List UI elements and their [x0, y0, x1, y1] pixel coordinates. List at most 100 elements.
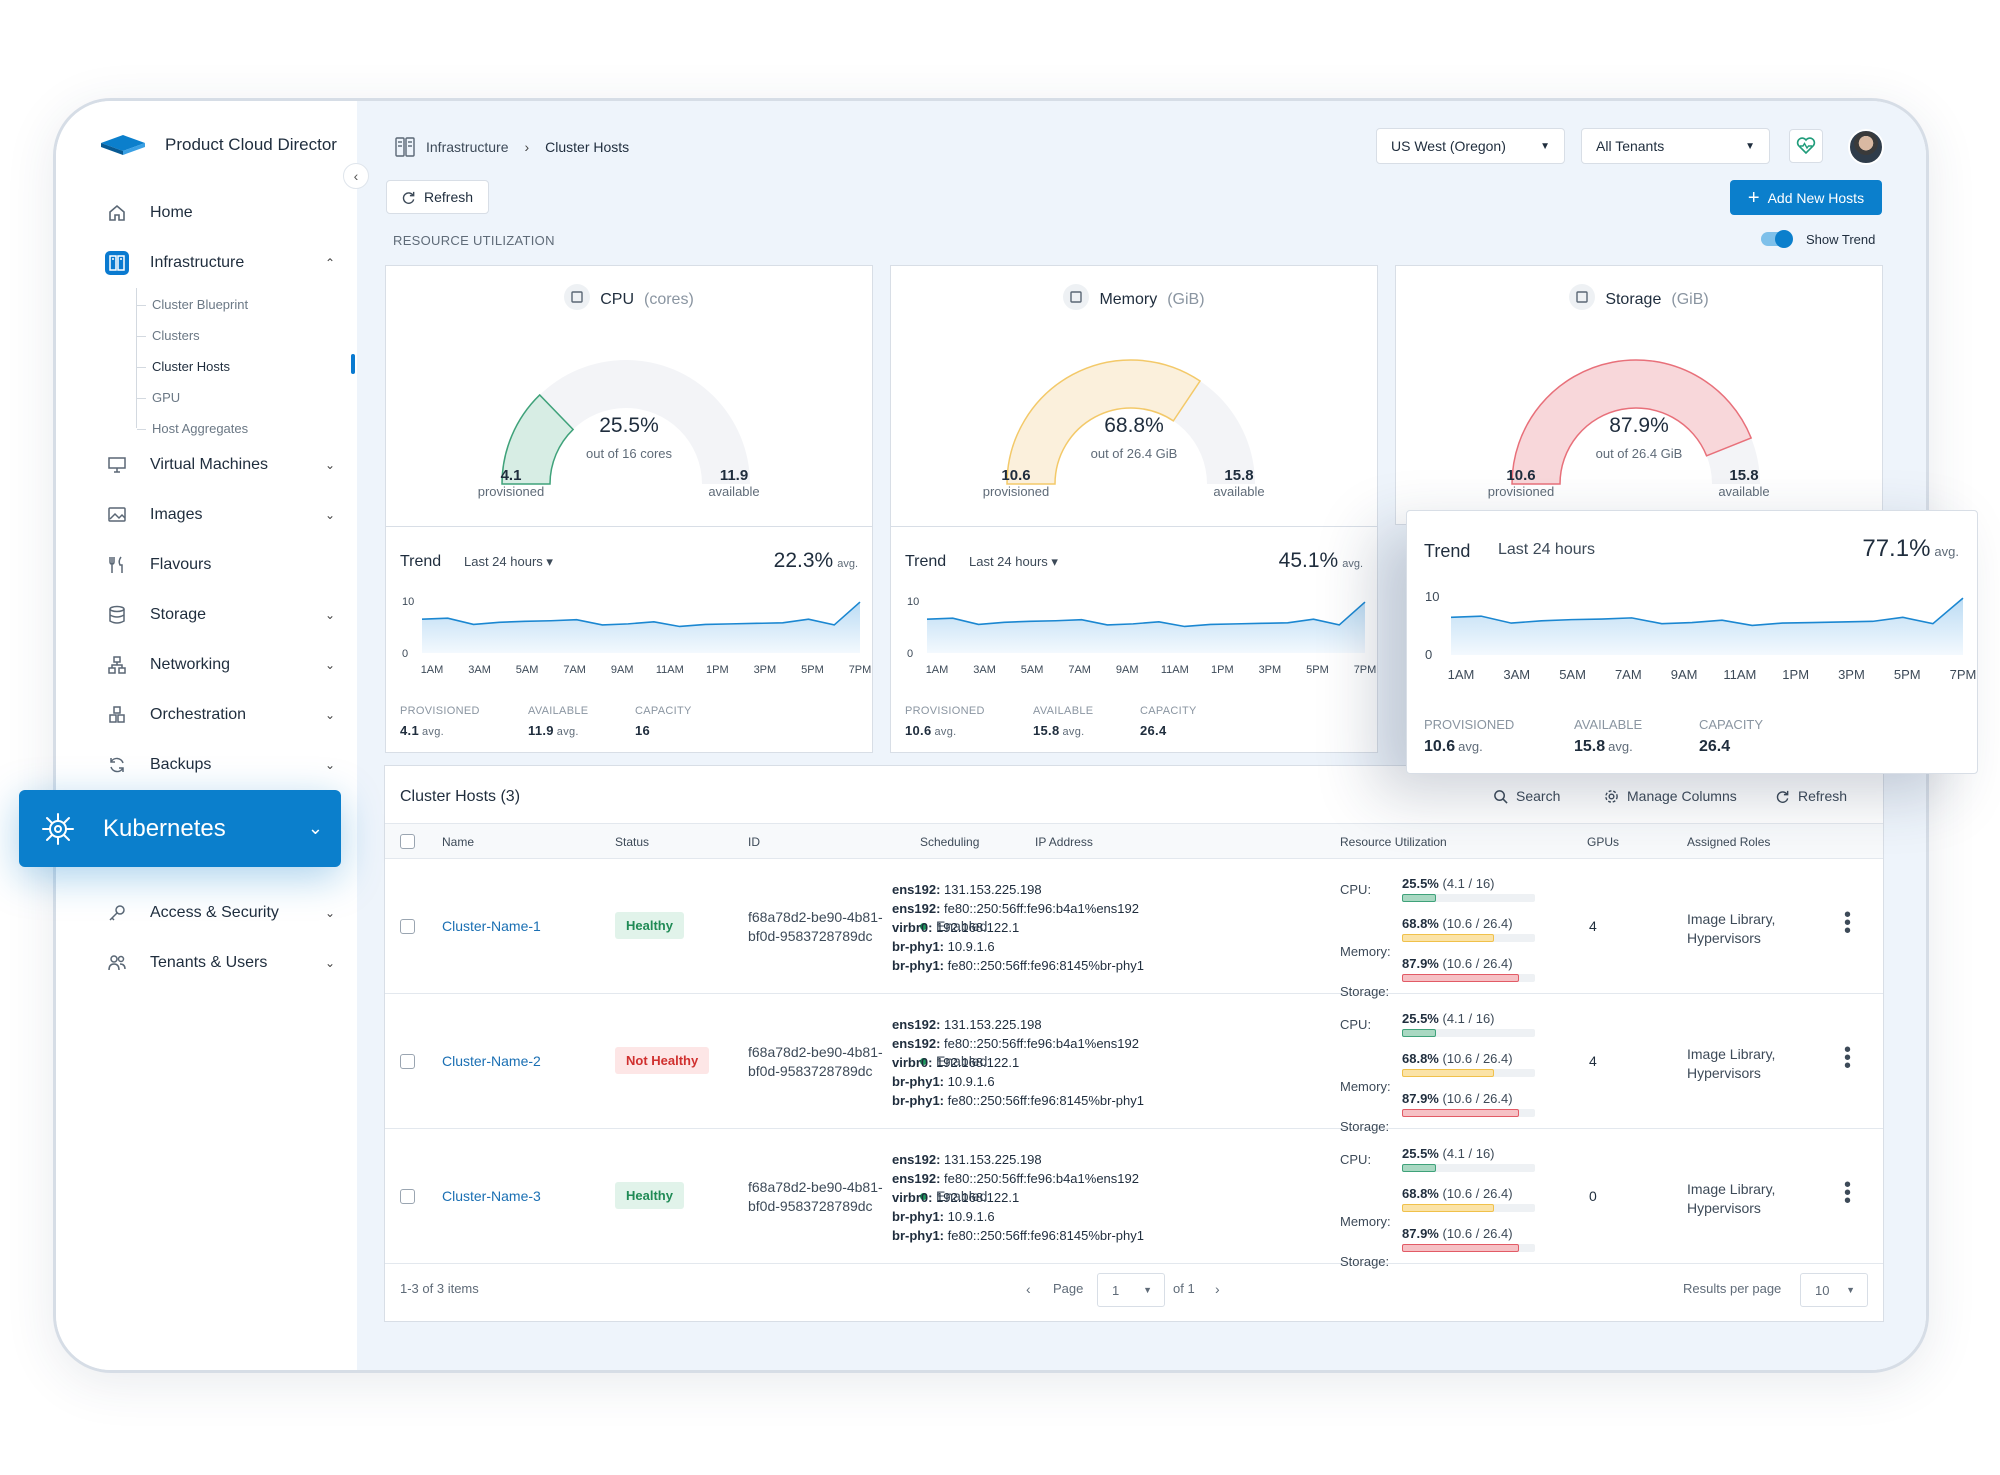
foot-value-wrap: 11.9 avg. [528, 723, 588, 738]
table-row[interactable]: Cluster-Name-3 Healthy f68a78d2-be90-4b81-… [385, 1129, 1883, 1269]
scheduling-status: Enabled [920, 1188, 987, 1204]
sidebar-item-virtual-machines[interactable]: Virtual Machines ⌄ [105, 453, 335, 477]
col-gpus[interactable]: GPUs [1587, 835, 1620, 849]
app-logo[interactable]: Product Cloud Director [99, 133, 337, 157]
sidebar-item-home[interactable]: Home [105, 201, 335, 225]
sidebar-item-access-security[interactable]: Access & Security ⌄ [105, 901, 335, 925]
gauge-fill [1006, 359, 1202, 485]
row-checkbox[interactable] [400, 919, 415, 934]
ip-address-line: virbr0: 192.168.122.1 [892, 1188, 1144, 1207]
ip-interface: ens192: [892, 1036, 941, 1051]
x-tick-label: 1PM [706, 664, 729, 676]
search-button[interactable]: Search [1493, 788, 1560, 804]
key-icon [105, 901, 129, 925]
sidebar-item-tenants-users[interactable]: Tenants & Users ⌄ [105, 951, 335, 975]
ip-address-line: br-phy1: 10.9.1.6 [892, 1072, 1144, 1091]
row-checkbox[interactable] [400, 1189, 415, 1204]
sidebar-item-orchestration[interactable]: Orchestration ⌄ [105, 703, 335, 727]
tenant-select[interactable]: All Tenants ▼ [1581, 128, 1770, 164]
util-label: Memory: [1340, 1214, 1391, 1229]
status-badge: Healthy [615, 912, 684, 939]
x-tick-label: 3AM [468, 664, 491, 676]
col-ip[interactable]: IP Address [1035, 835, 1093, 849]
chevron-down-icon[interactable]: ⌄ [324, 508, 335, 522]
x-tick-label: 1AM [1448, 667, 1475, 682]
col-name[interactable]: Name [442, 835, 475, 849]
chevron-down-icon[interactable]: ⌄ [324, 708, 335, 722]
chevron-down-icon[interactable]: ⌄ [324, 956, 335, 970]
chevron-down-icon[interactable]: ⌄ [324, 758, 335, 772]
x-tick-label: 7PM [1950, 667, 1977, 682]
trend-range-select[interactable]: Last 24 hours ▾ [969, 554, 1058, 570]
host-name-link[interactable]: Cluster-Name-2 [442, 1053, 541, 1069]
util-detail: (4.1 / 16) [1438, 876, 1495, 891]
chevron-down-icon[interactable]: ⌄ [324, 458, 335, 472]
prev-page-button[interactable]: ‹ [1026, 1281, 1031, 1297]
show-trend-toggle[interactable] [1761, 230, 1793, 248]
subnav-clusters[interactable]: Clusters [137, 328, 200, 343]
col-scheduling[interactable]: Scheduling [920, 835, 980, 849]
chevron-down-icon[interactable]: ⌄ [324, 608, 335, 622]
chevron-up-icon[interactable]: ⌃ [324, 256, 335, 270]
image-icon [105, 503, 129, 527]
row-menu-icon[interactable]: • • • [1844, 904, 1852, 942]
subnav-cluster-hosts[interactable]: Cluster Hosts [136, 359, 231, 374]
host-name-link[interactable]: Cluster-Name-1 [442, 918, 541, 934]
util-bar [1402, 1244, 1535, 1252]
util-label: Storage: [1340, 1254, 1390, 1269]
refresh-button[interactable]: Refresh [386, 180, 489, 214]
foot-label: CAPACITY [1140, 705, 1197, 717]
x-tick-label: 7AM [1615, 667, 1642, 682]
foot-value: 10.6 [1424, 738, 1456, 755]
sidebar-item-networking[interactable]: Networking ⌄ [105, 653, 335, 677]
x-tick-label: 11AM [1161, 664, 1189, 676]
page-select[interactable]: 1 ▼ [1097, 1273, 1165, 1307]
add-new-hosts-button[interactable]: + Add New Hosts [1730, 180, 1882, 215]
table-refresh-button[interactable]: Refresh [1775, 788, 1847, 804]
sidebar-item-flavours[interactable]: Flavours [105, 553, 335, 577]
user-avatar[interactable] [1848, 129, 1884, 165]
select-all-checkbox[interactable] [400, 834, 415, 849]
health-button[interactable] [1789, 129, 1823, 163]
subnav-host-aggregates[interactable]: Host Aggregates [136, 421, 249, 436]
ip-address-list: ens192: 131.153.225.198 ens192: fe80::250… [892, 1150, 1144, 1245]
util-percent: 25.5% [1402, 1146, 1439, 1161]
region-select[interactable]: US West (Oregon) ▼ [1376, 128, 1565, 164]
sidebar-item-images[interactable]: Images ⌄ [105, 503, 335, 527]
chevron-down-icon[interactable]: ⌄ [324, 906, 335, 920]
col-roles[interactable]: Assigned Roles [1687, 835, 1771, 849]
sidebar-item-storage[interactable]: Storage ⌄ [105, 603, 335, 627]
sidebar-item-infrastructure[interactable]: Infrastructure ⌃ [105, 251, 335, 275]
gear-icon [1605, 789, 1618, 803]
trend-average-suffix: avg. [837, 558, 858, 570]
chevron-down-icon[interactable]: ⌄ [307, 818, 323, 838]
trend-range[interactable]: Last 24 hours [1498, 541, 1595, 558]
next-page-button[interactable]: › [1215, 1281, 1220, 1297]
subnav-cluster-blueprint[interactable]: Cluster Blueprint [136, 297, 249, 312]
collapse-sidebar-button[interactable]: ‹ [343, 163, 369, 189]
sidebar-item-backups[interactable]: Backups ⌄ [105, 753, 335, 777]
chevron-down-icon[interactable]: ⌄ [324, 658, 335, 672]
per-page-select[interactable]: 10 ▼ [1800, 1273, 1868, 1307]
utilization-card-cpu: CPU (cores) 25.5% out of 16 cores 4.1 provisi… [385, 265, 873, 753]
col-id[interactable]: ID [748, 835, 760, 849]
col-status[interactable]: Status [615, 835, 650, 849]
status-badge: Not Healthy [615, 1047, 710, 1074]
sidebar-item-label: Networking [150, 656, 231, 673]
manage-columns-button[interactable]: Manage Columns [1604, 788, 1737, 804]
breadcrumb-parent[interactable]: Infrastructure [426, 139, 509, 155]
ip-address-line: br-phy1: fe80::250:56ff:fe96:8145%br-phy… [892, 1091, 1144, 1110]
y-tick-label: 0 [907, 648, 913, 660]
table-row[interactable]: Cluster-Name-2 Not Healthy f68a78d2-be90-4… [385, 994, 1883, 1134]
host-name-link[interactable]: Cluster-Name-3 [442, 1188, 541, 1204]
util-label: Storage: [1340, 1119, 1390, 1134]
subnav-gpu[interactable]: GPU [136, 390, 181, 405]
monitor-icon [105, 453, 129, 477]
sidebar-item-kubernetes[interactable]: Kubernetes ⌄ [19, 790, 341, 867]
col-utilization[interactable]: Resource Utilization [1340, 835, 1447, 849]
row-checkbox[interactable] [400, 1054, 415, 1069]
row-menu-icon[interactable]: • • • [1844, 1174, 1852, 1212]
row-menu-icon[interactable]: • • • [1844, 1039, 1852, 1077]
trend-range-select[interactable]: Last 24 hours ▾ [464, 554, 553, 570]
table-row[interactable]: Cluster-Name-1 Healthy f68a78d2-be90-4b81-… [385, 859, 1883, 999]
